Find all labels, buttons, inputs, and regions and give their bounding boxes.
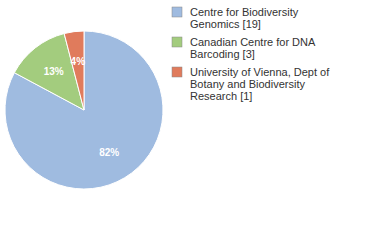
legend-item: Centre for BiodiversityGenomics [19] [172,6,299,30]
legend-swatch [172,67,182,77]
data-label: 13% [44,66,64,77]
data-label: 4% [71,56,86,67]
data-labels: 82% 13% 4% [44,56,120,158]
legend-label: Canadian Centre for DNABarcoding [3] [190,36,316,60]
chart: 82% 13% 4% Centre for BiodiversityGenomics … [0,0,380,240]
legend-label: Centre for BiodiversityGenomics [19] [190,6,299,30]
legend-item: Canadian Centre for DNABarcoding [3] [172,36,316,60]
legend-swatch [172,37,182,47]
data-label: 82% [99,147,119,158]
slice [5,31,163,189]
legend-label: University of Vienna, Dept ofBotany and … [190,66,330,102]
pie [5,31,163,189]
legend-swatch [172,7,182,17]
slice [64,31,84,110]
legend: Centre for BiodiversityGenomics [19] Cana… [172,6,330,102]
legend-item: University of Vienna, Dept ofBotany and … [172,66,330,102]
